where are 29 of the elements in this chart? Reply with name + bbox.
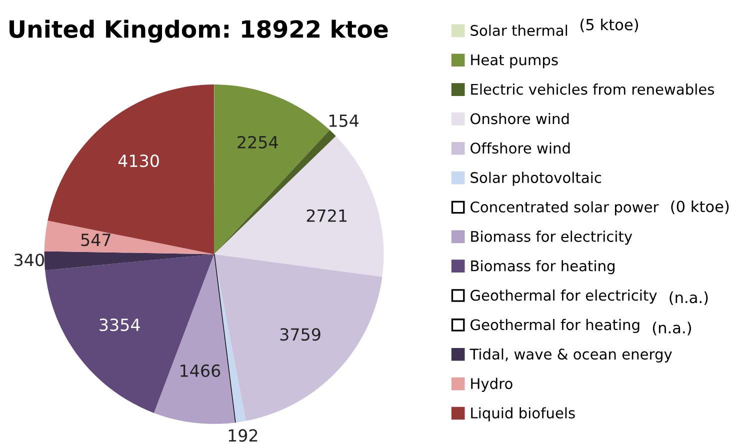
legend-label: Heat pumps [471, 54, 558, 68]
legend-label: Geothermal for heating [470, 318, 640, 334]
legend-label: Hydro [471, 378, 512, 392]
data-label: 340 [14, 254, 44, 266]
legend-label: Concentrated solar power [470, 201, 659, 216]
legend-label: Offshore wind [470, 142, 570, 154]
legend-label: Electric vehicles from renewables [471, 84, 714, 95]
legend-label: Solar photovoltaic [470, 172, 602, 186]
legend-label: Biomass for electricity [471, 230, 632, 245]
legend-label: Liquid biofuels [471, 407, 575, 422]
text: (n.a.) [652, 322, 691, 336]
legend-label: Solar thermal [470, 24, 568, 36]
legend-label: Tidal, wave & ocean energy [470, 348, 672, 362]
legend-label: Biomass for heating [471, 260, 614, 274]
text: (0 ktoe) [671, 200, 729, 214]
data-label: 547 [81, 234, 110, 246]
text: (n.a.) [670, 291, 708, 306]
data-label: 154 [329, 114, 359, 127]
data-label: (5 ktoe) [580, 18, 638, 32]
legend-label: Geothermal for electricity [470, 290, 657, 304]
data-label: 2721 [306, 209, 347, 222]
data-label: 2254 [238, 136, 278, 149]
data-label: 3759 [280, 328, 320, 341]
data-label: 192 [228, 429, 258, 442]
legend-label: Onshore wind [470, 112, 569, 124]
data-label: 3354 [100, 318, 140, 332]
data-label: 1466 [180, 364, 220, 378]
chart-title: United Kingdom: 18922 ktoe [10, 20, 388, 43]
data-label: 4130 [118, 154, 159, 168]
